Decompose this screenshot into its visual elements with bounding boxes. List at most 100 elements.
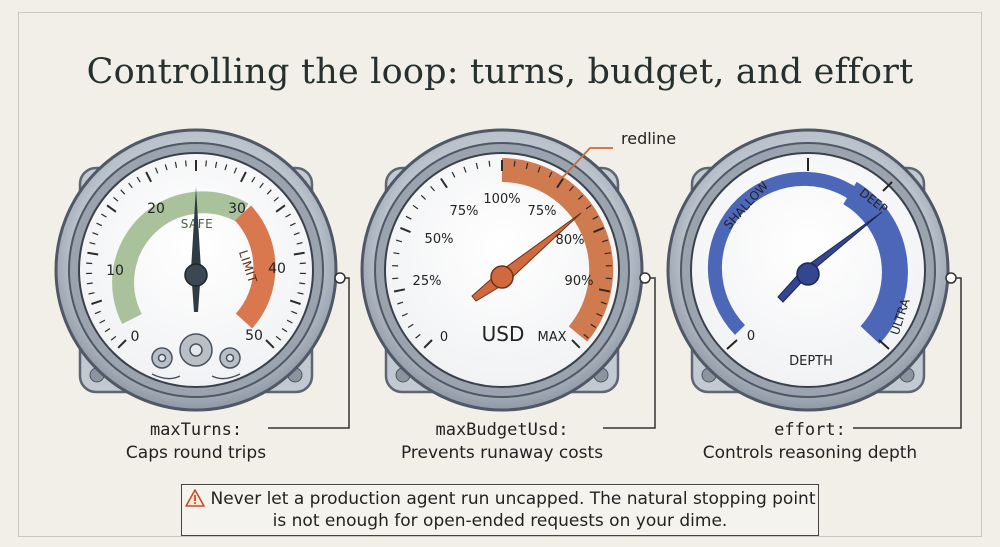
scale-tick bbox=[240, 171, 247, 183]
scale-tick bbox=[415, 333, 421, 339]
effort-needle-hub bbox=[796, 262, 820, 286]
scale-tick bbox=[475, 162, 479, 170]
scale-tick bbox=[289, 222, 296, 227]
scale-tick bbox=[128, 182, 133, 189]
scale-tick bbox=[233, 167, 238, 174]
scale-tick bbox=[154, 167, 159, 174]
scale-tick bbox=[604, 252, 611, 255]
page-title: Controlling the loop: turns, budget, and… bbox=[86, 52, 914, 92]
scale-tick bbox=[577, 194, 584, 200]
scale-tick bbox=[397, 301, 404, 305]
warning-callout: Never let a production agent run uncappe… bbox=[181, 484, 819, 536]
scale-tick bbox=[297, 292, 304, 295]
scale-tick bbox=[548, 171, 553, 178]
scale-tick bbox=[593, 226, 604, 234]
turns-param: maxTurns: bbox=[149, 420, 243, 440]
frame-line-left bbox=[18, 12, 19, 537]
scale-tick bbox=[571, 339, 581, 349]
budget-unit-label: USD bbox=[482, 322, 525, 346]
scale-tick bbox=[289, 299, 301, 305]
effort-param: effort: bbox=[774, 420, 846, 440]
budget-tick-50: 50% bbox=[425, 232, 454, 247]
budget-param: maxBudgetUsd: bbox=[435, 420, 569, 440]
scale-tick bbox=[420, 194, 427, 200]
effort-depth-label: DEPTH bbox=[789, 354, 833, 369]
scale-tick bbox=[407, 323, 414, 329]
scale-tick bbox=[592, 215, 599, 220]
gears-icon bbox=[151, 333, 241, 369]
scale-tick bbox=[296, 242, 303, 245]
frame-line-right bbox=[981, 12, 982, 537]
scale-tick bbox=[113, 196, 119, 202]
scale-tick bbox=[94, 310, 101, 315]
callout-text-1: Never let a production agent run uncappe… bbox=[210, 489, 816, 509]
scale-tick bbox=[89, 242, 96, 245]
turns-gauge: 0 10 20 30 40 50 SAFE LIMIT bbox=[54, 128, 350, 429]
scale-tick bbox=[598, 288, 611, 293]
scale-tick bbox=[281, 327, 288, 333]
warning-icon bbox=[184, 489, 205, 507]
scale-tick bbox=[537, 166, 541, 173]
scale-tick bbox=[205, 160, 207, 167]
turns-tick-40: 40 bbox=[268, 261, 286, 277]
scale-tick bbox=[525, 162, 529, 170]
frame-line-bottom bbox=[18, 536, 982, 537]
scale-tick bbox=[145, 171, 152, 183]
scale-tick bbox=[99, 319, 106, 324]
budget-tick-100: 100% bbox=[483, 192, 520, 207]
limit-zone-arc bbox=[234, 205, 276, 329]
scale-tick bbox=[400, 226, 411, 234]
scale-tick bbox=[286, 319, 293, 324]
turns-tick-50: 50 bbox=[245, 328, 263, 344]
scale-tick bbox=[100, 213, 107, 218]
turns-caption: maxTurns: Caps round trips bbox=[46, 418, 346, 464]
budget-tick-90: 90% bbox=[565, 274, 594, 289]
scale-tick bbox=[266, 189, 272, 195]
scale-tick bbox=[88, 292, 95, 295]
scale-tick bbox=[299, 282, 306, 285]
effort-connector bbox=[853, 277, 962, 429]
scale-tick bbox=[463, 166, 467, 173]
callout-line-1: Never let a production agent run uncappe… bbox=[182, 488, 818, 510]
scale-tick bbox=[583, 333, 589, 339]
scale-tick bbox=[96, 222, 103, 227]
scale-tick bbox=[91, 299, 103, 305]
budget-tick-75-right: 75% bbox=[528, 204, 557, 219]
redline-zone-arc bbox=[501, 158, 614, 342]
effort-caption: effort: Controls reasoning depth bbox=[660, 418, 960, 464]
scale-tick bbox=[117, 339, 127, 349]
scale-tick bbox=[293, 251, 305, 256]
budget-caption: maxBudgetUsd: Prevents runaway costs bbox=[352, 418, 652, 464]
scale-tick bbox=[275, 335, 282, 341]
turns-tick-20: 20 bbox=[147, 201, 165, 217]
callout-line-2: is not enough for open-ended requests on… bbox=[272, 511, 728, 531]
scale-tick bbox=[412, 204, 419, 210]
scale-tick bbox=[86, 282, 93, 285]
scale-tick bbox=[214, 161, 218, 168]
scale-tick bbox=[251, 176, 256, 183]
scale-tick bbox=[395, 239, 403, 243]
scale-tick bbox=[401, 312, 408, 317]
scale-tick bbox=[596, 312, 603, 317]
redline-pointer bbox=[561, 147, 613, 179]
budget-desc: Prevents runaway costs bbox=[400, 443, 604, 463]
scale-tick bbox=[393, 252, 400, 255]
effort-desc: Controls reasoning depth bbox=[702, 443, 918, 463]
budget-tick-25: 25% bbox=[413, 274, 442, 289]
effort-zero-label: 0 bbox=[747, 329, 755, 344]
scale-tick bbox=[87, 251, 99, 256]
scale-tick bbox=[224, 164, 228, 171]
frame-line-top bbox=[18, 12, 982, 13]
effort-gauge: 0 SHALLOW DEEP ULTRA DEPTH bbox=[666, 128, 962, 429]
scale-tick bbox=[273, 196, 279, 202]
scale-tick bbox=[488, 160, 491, 167]
scale-tick bbox=[275, 204, 286, 213]
scale-tick bbox=[120, 189, 126, 195]
scale-tick bbox=[285, 213, 292, 218]
scale-tick bbox=[600, 301, 607, 305]
scale-tick bbox=[440, 177, 448, 189]
redline-label: redline bbox=[621, 129, 676, 148]
scale-tick bbox=[451, 171, 456, 178]
scale-tick bbox=[291, 310, 298, 315]
scale-tick bbox=[430, 186, 435, 192]
